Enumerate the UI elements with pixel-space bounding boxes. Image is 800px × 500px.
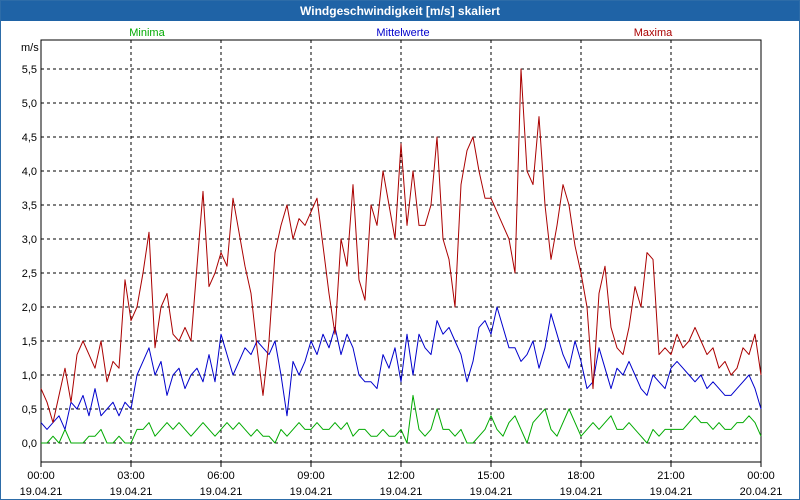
y-tick-label: 2,0 [22,302,37,314]
y-tick-label: 1,0 [22,370,37,382]
x-tick-date: 19.04.21 [650,486,693,498]
legend-maxima: Maxima [634,27,673,39]
chart: 0,0 0,5 1,0 1,5 2,0 2,5 3,0 3,5 4,0 4,5 5,0 5,5 00:0… [20,27,783,498]
y-tick-label: 5,5 [22,64,37,76]
x-tick-time: 18:00 [567,470,595,482]
y-tick-label: 3,5 [22,200,37,212]
x-tick-date: 19.04.21 [290,486,333,498]
x-tick-date: 19.04.21 [560,486,603,498]
x-tick-date: 19.04.21 [380,486,423,498]
series-line-minima [41,394,762,444]
x-tick-time: 00:00 [27,470,55,482]
x-tick-date: 19.04.21 [20,486,63,498]
y-tick-label: 0,5 [22,404,37,416]
y-tick-label: 1,5 [22,336,37,348]
legend-mittelwerte: Mittelwerte [376,27,429,39]
x-tick-date: 19.04.21 [200,486,243,498]
series-line-maxima [40,68,762,424]
y-tick-label: 5,0 [22,98,37,110]
x-tick-date: 20.04.21 [740,486,783,498]
y-tick-label: 0,0 [22,438,37,450]
y-tick-label: 2,5 [22,268,37,280]
x-tick-date: 19.04.21 [110,486,153,498]
y-axis-unit: m/s [21,42,39,54]
x-tick-time: 06:00 [207,470,235,482]
x-tick-time: 21:00 [657,470,685,482]
x-tick-time: 00:00 [747,470,775,482]
legend-minima: Minima [129,27,165,39]
series-line-mittelwerte [40,306,762,430]
x-tick-time: 03:00 [117,470,145,482]
x-tick-time: 12:00 [387,470,415,482]
x-tick-date: 19.04.21 [470,486,513,498]
y-tick-label: 3,0 [22,234,37,246]
window-title: Windgeschwindigkeit [m/s] skaliert [1,1,799,21]
y-tick-label: 4,5 [22,132,37,144]
x-tick-time: 09:00 [297,470,325,482]
x-tick-time: 15:00 [477,470,505,482]
y-tick-label: 4,0 [22,166,37,178]
